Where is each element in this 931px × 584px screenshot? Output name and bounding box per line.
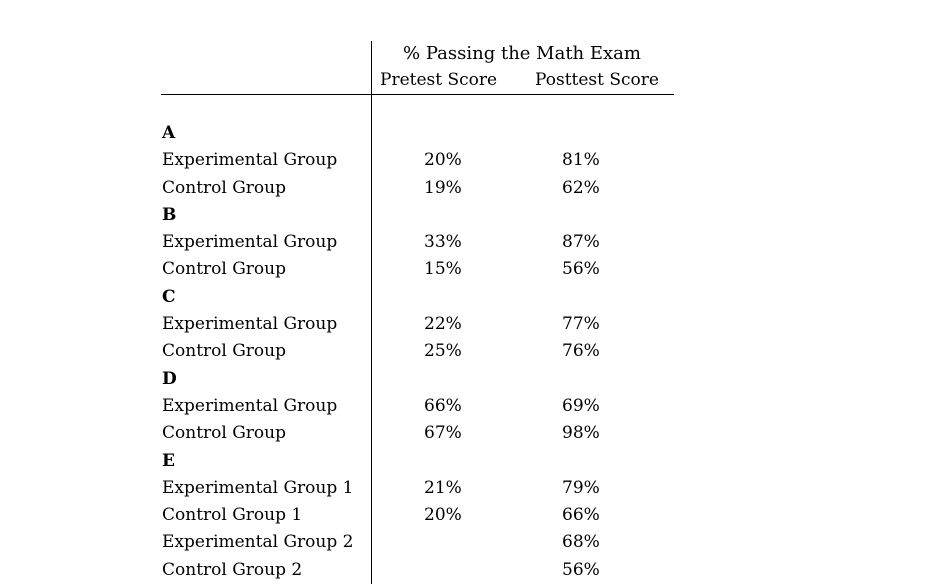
posttest-value: 56% xyxy=(562,559,600,580)
pretest-value: 15% xyxy=(424,259,462,280)
column-divider-vertical xyxy=(371,41,372,584)
group-label: Control Group 1 xyxy=(162,505,303,526)
posttest-value: 68% xyxy=(562,532,600,553)
header-divider-horizontal xyxy=(161,94,674,95)
posttest-value: 98% xyxy=(562,423,600,444)
section-row: C xyxy=(0,284,931,311)
section-label: C xyxy=(162,286,176,307)
table-row: Control Group 15% 56% xyxy=(0,256,931,283)
section-row: D xyxy=(0,366,931,393)
section-label: B xyxy=(162,204,177,225)
posttest-value: 62% xyxy=(562,177,600,198)
posttest-value: 69% xyxy=(562,395,600,416)
table-row: Experimental Group 2 68% xyxy=(0,529,931,556)
group-label: Experimental Group xyxy=(162,395,338,416)
table-row: Experimental Group 22% 77% xyxy=(0,311,931,338)
group-label: Control Group 2 xyxy=(162,559,303,580)
section-label: A xyxy=(162,123,176,143)
group-label: Control Group xyxy=(162,341,286,362)
pretest-value: 20% xyxy=(424,505,462,526)
pretest-value: 21% xyxy=(424,477,462,498)
group-label: Experimental Group xyxy=(162,232,338,253)
posttest-value: 87% xyxy=(562,232,600,253)
posttest-value: 77% xyxy=(562,314,600,335)
pretest-value: 67% xyxy=(424,423,462,444)
super-header: % Passing the Math Exam xyxy=(403,43,641,64)
section-row: B xyxy=(0,202,931,229)
table-row: Control Group 2 56% xyxy=(0,557,931,584)
posttest-value: 79% xyxy=(562,477,600,498)
table-row: Experimental Group 20% 81% xyxy=(0,147,931,174)
table-row: Control Group 25% 76% xyxy=(0,338,931,365)
section-row: A xyxy=(0,120,931,147)
group-label: Experimental Group xyxy=(162,150,338,171)
group-label: Control Group xyxy=(162,177,286,198)
pretest-value: 20% xyxy=(424,150,462,171)
group-label: Experimental Group 1 xyxy=(162,477,354,498)
posttest-value: 56% xyxy=(562,259,600,280)
pretest-column-header: Pretest Score xyxy=(380,70,498,90)
posttest-column-header: Posttest Score xyxy=(535,70,659,90)
section-row: E xyxy=(0,448,931,475)
group-label: Experimental Group 2 xyxy=(162,532,354,553)
pretest-value: 33% xyxy=(424,232,462,253)
table-row: Experimental Group 66% 69% xyxy=(0,393,931,420)
section-label: D xyxy=(162,368,177,389)
group-label: Control Group xyxy=(162,423,286,444)
table-row: Experimental Group 1 21% 79% xyxy=(0,475,931,502)
group-label: Control Group xyxy=(162,259,286,280)
table-row: Experimental Group 33% 87% xyxy=(0,229,931,256)
pretest-value: 22% xyxy=(424,314,462,335)
posttest-value: 76% xyxy=(562,341,600,362)
table-row: Control Group 67% 98% xyxy=(0,420,931,447)
posttest-value: 81% xyxy=(562,150,600,171)
table-body: A Experimental Group 20% 81% Control Group 19… xyxy=(0,120,931,584)
pretest-value: 19% xyxy=(424,177,462,198)
group-label: Experimental Group xyxy=(162,314,338,335)
section-label: E xyxy=(162,450,175,471)
table-row: Control Group 19% 62% xyxy=(0,175,931,202)
posttest-value: 66% xyxy=(562,505,600,526)
pretest-value: 25% xyxy=(424,341,462,362)
pretest-value: 66% xyxy=(424,395,462,416)
table-row: Control Group 1 20% 66% xyxy=(0,502,931,529)
